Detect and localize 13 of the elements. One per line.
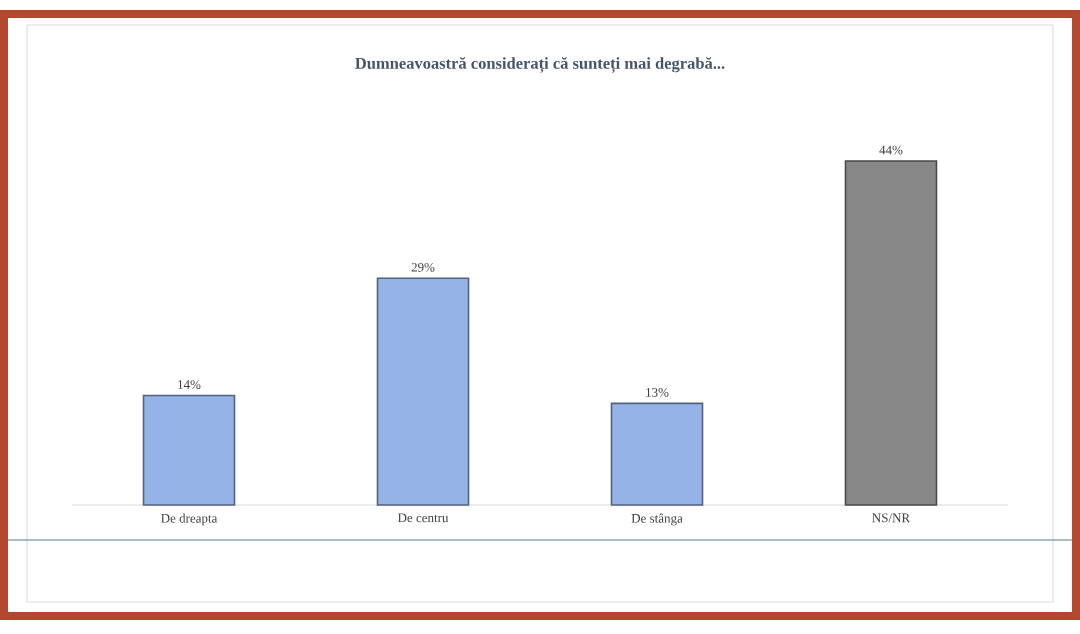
data-label: 44% — [879, 145, 903, 155]
bar — [376, 277, 470, 506]
x-tick-label: De dreapta — [161, 513, 218, 526]
bar — [844, 160, 938, 506]
chart-title: Dumneavoastră considerați că sunteți mai degrabă... — [355, 57, 725, 73]
bar — [142, 394, 236, 506]
bar — [610, 402, 704, 506]
data-label: 29% — [411, 262, 435, 272]
x-tick-label: NS/NR — [872, 513, 911, 523]
data-label: 14% — [178, 380, 201, 389]
x-tick-label: De centru — [397, 513, 449, 523]
x-tick-label: De stânga — [631, 513, 683, 526]
data-label: 13% — [646, 388, 669, 397]
